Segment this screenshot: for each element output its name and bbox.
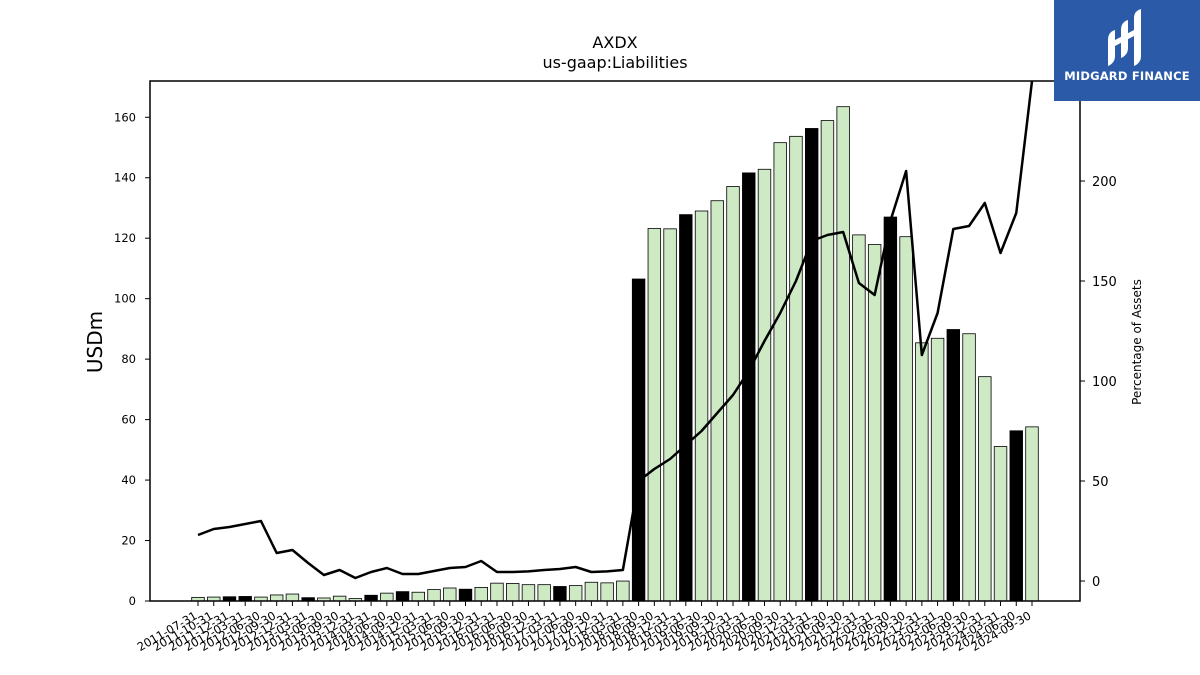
bar	[978, 376, 992, 602]
bar	[867, 244, 882, 602]
chart-subtitle: us-gaap:Liabilities	[542, 53, 687, 72]
y2-axis-label: Percentage of Assets	[1130, 279, 1144, 405]
y-tick-label: 80	[121, 352, 136, 366]
chart-title: AXDX	[592, 33, 637, 52]
bar	[537, 584, 551, 602]
y-tick-label: 0	[129, 594, 136, 608]
plot-frame	[149, 80, 1081, 602]
bar	[443, 587, 457, 602]
y-tick-label: 60	[121, 413, 136, 427]
plot-area: 0204060801001201401600501001502002011-07…	[114, 80, 1117, 654]
bar	[852, 234, 866, 602]
bar	[805, 128, 819, 602]
bar	[364, 594, 378, 602]
bar	[883, 216, 898, 602]
bar	[600, 582, 614, 602]
brand-logo-icon	[1108, 9, 1141, 66]
y-tick-label: 120	[114, 231, 136, 245]
y-tick-label: 100	[114, 292, 136, 306]
bar	[490, 582, 504, 602]
bar	[584, 581, 599, 602]
bar	[285, 593, 300, 602]
bar	[836, 106, 850, 602]
y-tick-label: 160	[114, 110, 136, 124]
bar	[930, 337, 945, 602]
y2-tick-label: 50	[1092, 475, 1109, 490]
y2-tick-label: 200	[1092, 175, 1117, 190]
bar	[380, 592, 394, 602]
bar	[820, 120, 835, 602]
bar	[694, 210, 709, 602]
y2-tick-label: 100	[1092, 375, 1117, 390]
bar	[757, 168, 772, 602]
bar	[663, 228, 677, 602]
bar	[710, 200, 724, 602]
y-axis-label: USDm	[83, 311, 107, 373]
brand-logo: MIDGARD FINANCE	[1054, 0, 1200, 101]
brand-name: MIDGARD FINANCE	[1064, 69, 1190, 83]
bar	[773, 142, 787, 602]
bar	[962, 333, 976, 602]
bar	[946, 329, 961, 602]
bar	[474, 586, 488, 602]
bar	[506, 583, 520, 602]
bar	[521, 584, 536, 602]
bar	[993, 446, 1008, 602]
bar	[616, 580, 630, 602]
bar	[915, 342, 929, 602]
bar	[1009, 430, 1023, 602]
y-tick-label: 20	[121, 534, 136, 548]
bar	[411, 591, 425, 602]
bar	[553, 586, 567, 602]
bar	[899, 236, 913, 602]
bar	[679, 214, 693, 602]
bar	[458, 588, 473, 602]
series-line	[197, 81, 1034, 580]
bar	[631, 278, 646, 602]
bar	[269, 594, 284, 602]
bar	[789, 135, 803, 602]
y-tick-label: 140	[114, 171, 136, 185]
bar	[647, 228, 662, 602]
y2-tick-label: 0	[1092, 575, 1100, 590]
bar	[427, 589, 441, 602]
bar	[742, 172, 756, 602]
bar	[568, 585, 583, 602]
y-tick-label: 40	[121, 473, 136, 487]
bar	[1025, 426, 1039, 602]
bar	[395, 591, 410, 602]
y2-tick-label: 150	[1092, 275, 1117, 290]
